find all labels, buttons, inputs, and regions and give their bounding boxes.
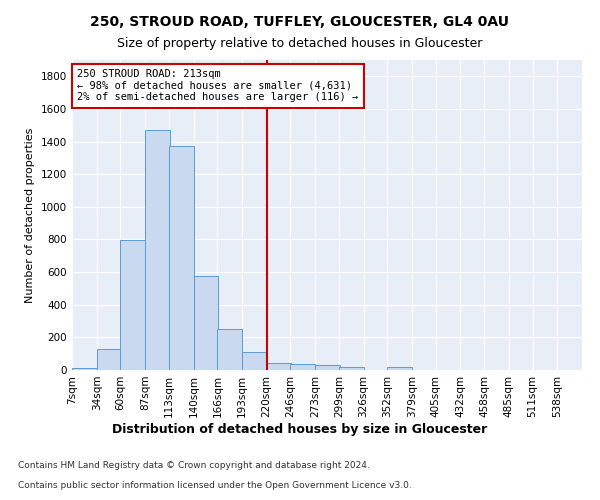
Text: Contains public sector information licensed under the Open Government Licence v3: Contains public sector information licen… xyxy=(18,481,412,490)
Bar xyxy=(388,366,412,370)
Bar xyxy=(315,365,340,370)
Text: 250, STROUD ROAD, TUFFLEY, GLOUCESTER, GL4 0AU: 250, STROUD ROAD, TUFFLEY, GLOUCESTER, G… xyxy=(91,15,509,29)
Bar xyxy=(97,349,121,370)
Bar xyxy=(72,368,97,370)
Bar xyxy=(169,146,194,370)
Bar xyxy=(145,130,170,370)
Bar xyxy=(194,276,218,370)
Bar xyxy=(339,366,364,370)
Bar xyxy=(121,240,145,370)
Bar xyxy=(242,352,266,370)
Text: Distribution of detached houses by size in Gloucester: Distribution of detached houses by size … xyxy=(112,422,488,436)
Bar xyxy=(266,364,292,370)
Bar xyxy=(217,329,242,370)
Text: 250 STROUD ROAD: 213sqm
← 98% of detached houses are smaller (4,631)
2% of semi-: 250 STROUD ROAD: 213sqm ← 98% of detache… xyxy=(77,70,358,102)
Y-axis label: Number of detached properties: Number of detached properties xyxy=(25,128,35,302)
Text: Size of property relative to detached houses in Gloucester: Size of property relative to detached ho… xyxy=(118,38,482,51)
Bar xyxy=(290,364,315,370)
Text: Contains HM Land Registry data © Crown copyright and database right 2024.: Contains HM Land Registry data © Crown c… xyxy=(18,461,370,470)
